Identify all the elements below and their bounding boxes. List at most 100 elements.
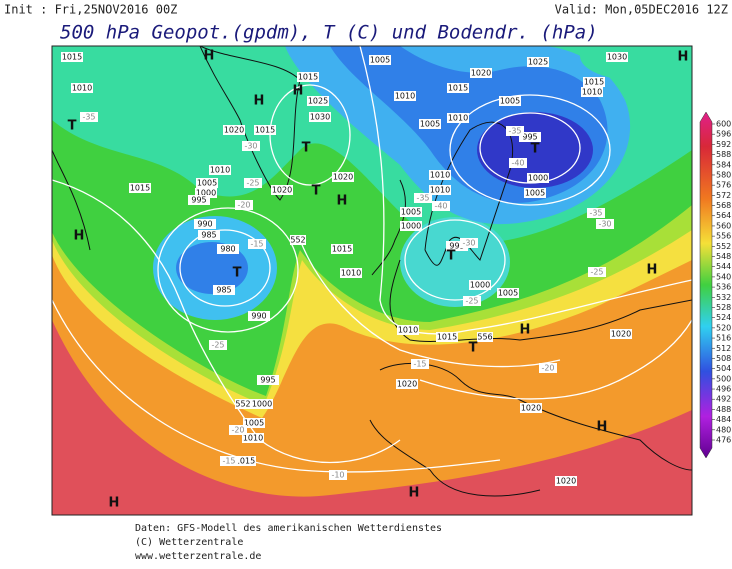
isobar-label: 995: [191, 196, 206, 205]
isobar-label: 1005: [500, 97, 520, 106]
isobar-label: 1020: [611, 330, 631, 339]
isobar-label-box: [519, 132, 541, 142]
isobar-label-box: [188, 195, 210, 205]
isobar-label-box: [251, 399, 273, 409]
temperature-label-box: [411, 359, 429, 369]
pressure-center: T: [233, 266, 242, 281]
temperature-label: -15: [413, 360, 426, 369]
colorbar-label: 548: [716, 252, 731, 261]
isobar-label-box: [209, 165, 231, 175]
isobar-label: 1015: [235, 457, 255, 466]
colorbar-label: 532: [716, 293, 731, 302]
temperature-label: -40: [434, 202, 447, 211]
pressure-center: H: [293, 84, 304, 99]
isobar-label-box: [446, 241, 468, 251]
isobar-label-box: [248, 311, 270, 321]
isobar: [404, 219, 506, 301]
isobar-label: 990: [197, 220, 212, 229]
isobar-label: 1000: [401, 222, 421, 231]
colorbar-label: 500: [716, 374, 731, 383]
isobar-label: 1020: [272, 186, 292, 195]
temperature-label: -25: [465, 297, 478, 306]
temperature-label: -20: [541, 364, 554, 373]
temperature-label-box: [587, 208, 605, 218]
isobar-label: 985: [216, 286, 231, 295]
colorbar-label: 480: [716, 425, 731, 434]
isobar-label: 1015: [437, 333, 457, 342]
temperature-label-box: [414, 193, 432, 203]
temperature-label: -15: [222, 457, 235, 466]
pressure-center: H: [409, 486, 420, 501]
isobar-label-box: [196, 178, 218, 188]
temperature-label: -20: [237, 201, 250, 210]
colorbar-label: 520: [716, 323, 731, 332]
isobar-label-box: [61, 52, 83, 62]
isobar-label: 1015: [584, 78, 604, 87]
colorbar-label: 492: [716, 395, 731, 404]
isobar-label-box: [400, 221, 422, 231]
valid-time: Valid: Mon,05DEC2016 12Z: [555, 3, 728, 17]
geopotential-label: 556: [477, 333, 492, 342]
isobar-label: 1005: [420, 120, 440, 129]
footer-line: Daten: GFS-Modell des amerikanischen Wet…: [135, 523, 442, 534]
isobar-label: 1000: [528, 174, 548, 183]
temperature-label: -35: [82, 113, 95, 122]
isobar-label-box: [257, 375, 279, 385]
isobar-label: 1015: [448, 84, 468, 93]
isobar-label-box: [396, 379, 418, 389]
isobar-label-box: [194, 219, 216, 229]
isobar-label-box: [331, 244, 353, 254]
isobar-label-box: [524, 188, 546, 198]
footer-line: (C) Wetterzentrale: [135, 537, 243, 548]
colorbar-label: 584: [716, 160, 731, 169]
isobar-label: 1015: [298, 73, 318, 82]
isobar-label-box: [129, 183, 151, 193]
colorbar-label: 528: [716, 303, 731, 312]
isobar-label: 1010: [430, 171, 450, 180]
colorbar-label: 524: [716, 313, 731, 322]
isobar-label-box: [470, 68, 492, 78]
isobar-label: 1020: [333, 173, 353, 182]
colorbar-label: 552: [716, 242, 731, 251]
geopotential-label: 552: [290, 236, 305, 245]
temperature-label-box: [329, 470, 347, 480]
isobar-label-box: [429, 185, 451, 195]
isobar-label: 1015: [62, 53, 82, 62]
colorbar-label: 576: [716, 181, 731, 190]
colorbar-label: 504: [716, 364, 731, 373]
temperature-label: -25: [246, 179, 259, 188]
temperature-label: -15: [250, 240, 263, 249]
isobar-label-box: [332, 172, 354, 182]
isobar-label-box: [419, 119, 441, 129]
isobar-label: 1000: [196, 189, 216, 198]
isobar-label-box: [297, 72, 319, 82]
temperature-label: -35: [508, 127, 521, 136]
isobar-label-box: [469, 280, 491, 290]
isobar: [419, 319, 692, 400]
isobar: [157, 207, 299, 333]
isobar-label: 1010: [210, 166, 230, 175]
isobar-label: 1025: [308, 97, 328, 106]
isobar-label-box: [242, 433, 264, 443]
colorbar-label: 544: [716, 262, 731, 271]
isobar-label: 1015: [332, 245, 352, 254]
pressure-center: T: [68, 119, 77, 134]
temperature-label: -25: [590, 268, 603, 277]
isobar-label-box: [555, 476, 577, 486]
temperature-label-box: [460, 238, 478, 248]
temperature-label-box: [209, 340, 227, 350]
isobar-label: 1005: [401, 208, 421, 217]
geopotential-label-box: [235, 399, 251, 409]
colorbar-label: 512: [716, 344, 731, 353]
isobar-label: 1005: [197, 179, 217, 188]
pressure-center: H: [647, 263, 658, 278]
isobar-label-box: [369, 55, 391, 65]
isobar-label-box: [610, 329, 632, 339]
isobar-label-box: [397, 325, 419, 335]
colorbar-label: 588: [716, 150, 731, 159]
isobar-label: 990: [251, 312, 266, 321]
coastline: [424, 121, 514, 266]
colorbar-label: 560: [716, 221, 731, 230]
isobar-label: 1010: [72, 84, 92, 93]
geopotential-label: 552: [235, 400, 250, 409]
